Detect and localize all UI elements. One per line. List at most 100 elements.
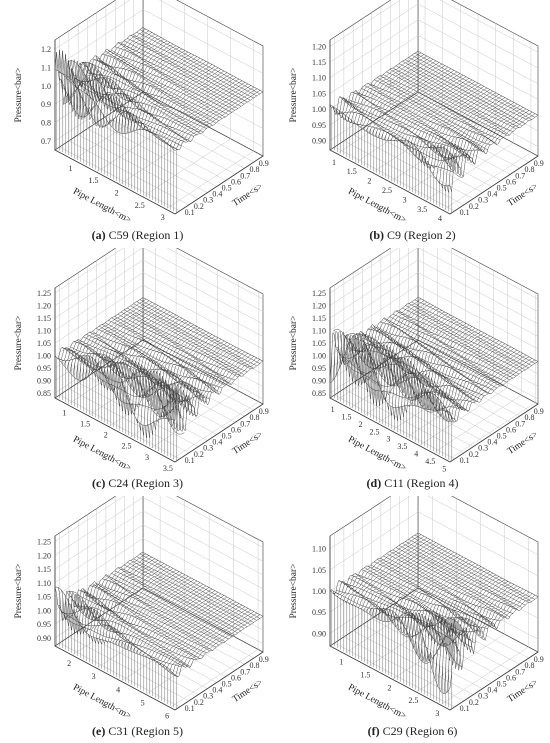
surface-line-length bbox=[84, 44, 174, 116]
y-tick-label: 0.6 bbox=[506, 673, 516, 682]
z-tick-label: 1.10 bbox=[37, 327, 51, 336]
y-tick-label: 0.1 bbox=[185, 208, 195, 217]
surface-line-length bbox=[359, 313, 449, 384]
front-drops bbox=[56, 51, 178, 213]
surface-line-length bbox=[386, 81, 476, 141]
x-tick-label: 4 bbox=[116, 685, 120, 694]
surface-line-length bbox=[144, 75, 234, 135]
back-wall bbox=[417, 496, 539, 653]
caption-text: C24 (Region 3) bbox=[105, 476, 183, 490]
surface-line-length bbox=[63, 556, 153, 626]
x-tick-label: 5 bbox=[141, 698, 145, 707]
x-axis-title: Pipe Length<m> bbox=[71, 683, 132, 722]
surface-line-length bbox=[156, 606, 246, 666]
surface-line-length bbox=[57, 298, 147, 361]
x-tick-label: 2.5 bbox=[121, 442, 131, 451]
surface-line-length bbox=[138, 72, 228, 132]
surface-line-length bbox=[81, 566, 171, 633]
z-tick-label: 1.10 bbox=[312, 74, 326, 83]
y-tick-label: 0.4 bbox=[487, 438, 497, 447]
z-tick-label: 1.2 bbox=[41, 45, 51, 54]
surface-line-length bbox=[126, 65, 216, 134]
z-tick-label: 0.8 bbox=[41, 119, 51, 128]
x-tick-label: 1.5 bbox=[80, 420, 90, 429]
surface-line-length bbox=[150, 348, 240, 435]
z-tick-label: 1.20 bbox=[312, 302, 326, 311]
surface-line-length bbox=[377, 558, 467, 620]
z-tick-label: 1.25 bbox=[37, 538, 51, 547]
front-drops bbox=[56, 596, 178, 709]
y-tick-label: 0.8 bbox=[249, 413, 259, 422]
z-tick-label: 1.05 bbox=[312, 566, 326, 575]
z-tick-label: 0.90 bbox=[37, 377, 51, 386]
y-tick-label: 0.4 bbox=[487, 686, 497, 695]
surface-line-length bbox=[371, 319, 461, 406]
x-tick-label: 3 bbox=[92, 672, 96, 681]
surface-line-length bbox=[174, 91, 264, 151]
y-tick-label: 0.7 bbox=[515, 171, 525, 180]
panel-caption: (b) C9 (Region 2) bbox=[275, 228, 550, 243]
z-tick-label: 0.9 bbox=[41, 100, 51, 109]
y-tick-label: 0.3 bbox=[478, 692, 488, 701]
y-tick-label: 0.2 bbox=[194, 698, 204, 707]
x-tick-label: 3.5 bbox=[397, 442, 407, 451]
surface-line-length bbox=[338, 301, 428, 371]
x-tick-label: 2.5 bbox=[135, 201, 145, 210]
surface-line-length bbox=[114, 329, 204, 407]
surface-line-length bbox=[75, 308, 165, 379]
x-tick-label: 3 bbox=[435, 709, 439, 718]
x-tick-label: 4 bbox=[438, 214, 442, 223]
surface-line-length bbox=[407, 338, 497, 408]
surface-line-length bbox=[419, 345, 509, 411]
y-tick-label: 0.4 bbox=[487, 190, 497, 199]
surface-line-length bbox=[102, 322, 192, 392]
z-tick-label: 0.90 bbox=[312, 629, 326, 638]
x-tick-label: 1 bbox=[331, 405, 335, 414]
x-tick-label: 1 bbox=[68, 164, 72, 173]
surface-line-length bbox=[365, 70, 455, 132]
surface-line-length bbox=[105, 324, 195, 391]
x-tick-label: 2.5 bbox=[408, 696, 418, 705]
z-tick-label: 1.00 bbox=[37, 352, 51, 361]
surface-line-length bbox=[410, 94, 500, 157]
surface-line-length bbox=[374, 74, 464, 137]
x-tick-label: 3 bbox=[403, 195, 407, 204]
y-tick-label: 0.3 bbox=[478, 196, 488, 205]
surface-line-length bbox=[126, 335, 216, 415]
surface-line-length bbox=[347, 306, 437, 385]
surface-line-length bbox=[81, 311, 171, 381]
z-tick-label: 1.00 bbox=[312, 587, 326, 596]
surface-line-length bbox=[446, 594, 536, 693]
tick-labels: 0.70.80.91.01.11.211.522.530.10.20.30.40… bbox=[41, 45, 269, 222]
caption-letter: (c) bbox=[92, 476, 106, 490]
surface-line-length bbox=[129, 592, 219, 651]
surface bbox=[54, 552, 264, 678]
y-tick-label: 0.3 bbox=[203, 196, 213, 205]
surface-line-length bbox=[416, 97, 506, 164]
panel-caption: (e) C31 (Region 5) bbox=[0, 724, 275, 739]
z-tick-label: 1.05 bbox=[37, 339, 51, 348]
surface-line-length bbox=[78, 564, 168, 635]
surface-line-length bbox=[99, 576, 189, 645]
box-edges bbox=[329, 288, 539, 463]
surface-line-length bbox=[120, 62, 210, 134]
y-tick-label: 0.4 bbox=[212, 438, 222, 447]
surface-line-length bbox=[377, 323, 467, 404]
x-tick-label: 2 bbox=[104, 431, 108, 440]
surface-line-length bbox=[168, 612, 258, 675]
z-tick-label: 1.10 bbox=[312, 327, 326, 336]
surface-line-length bbox=[135, 70, 225, 131]
surface-line-length bbox=[165, 611, 255, 673]
surface-line-length bbox=[60, 300, 150, 363]
y-tick-label: 0.7 bbox=[240, 419, 250, 428]
y-tick-label: 0.5 bbox=[222, 432, 232, 441]
surface-line-length bbox=[386, 327, 476, 410]
box-edges bbox=[329, 40, 539, 215]
y-tick-label: 0.9 bbox=[534, 655, 544, 664]
y-tick-label: 0.3 bbox=[203, 692, 213, 701]
surface-line-length bbox=[401, 571, 491, 637]
surface-line-length bbox=[359, 66, 449, 128]
surface-line-length bbox=[392, 331, 482, 420]
surface-line-length bbox=[90, 316, 180, 382]
z-tick-label: 0.7 bbox=[41, 137, 51, 146]
